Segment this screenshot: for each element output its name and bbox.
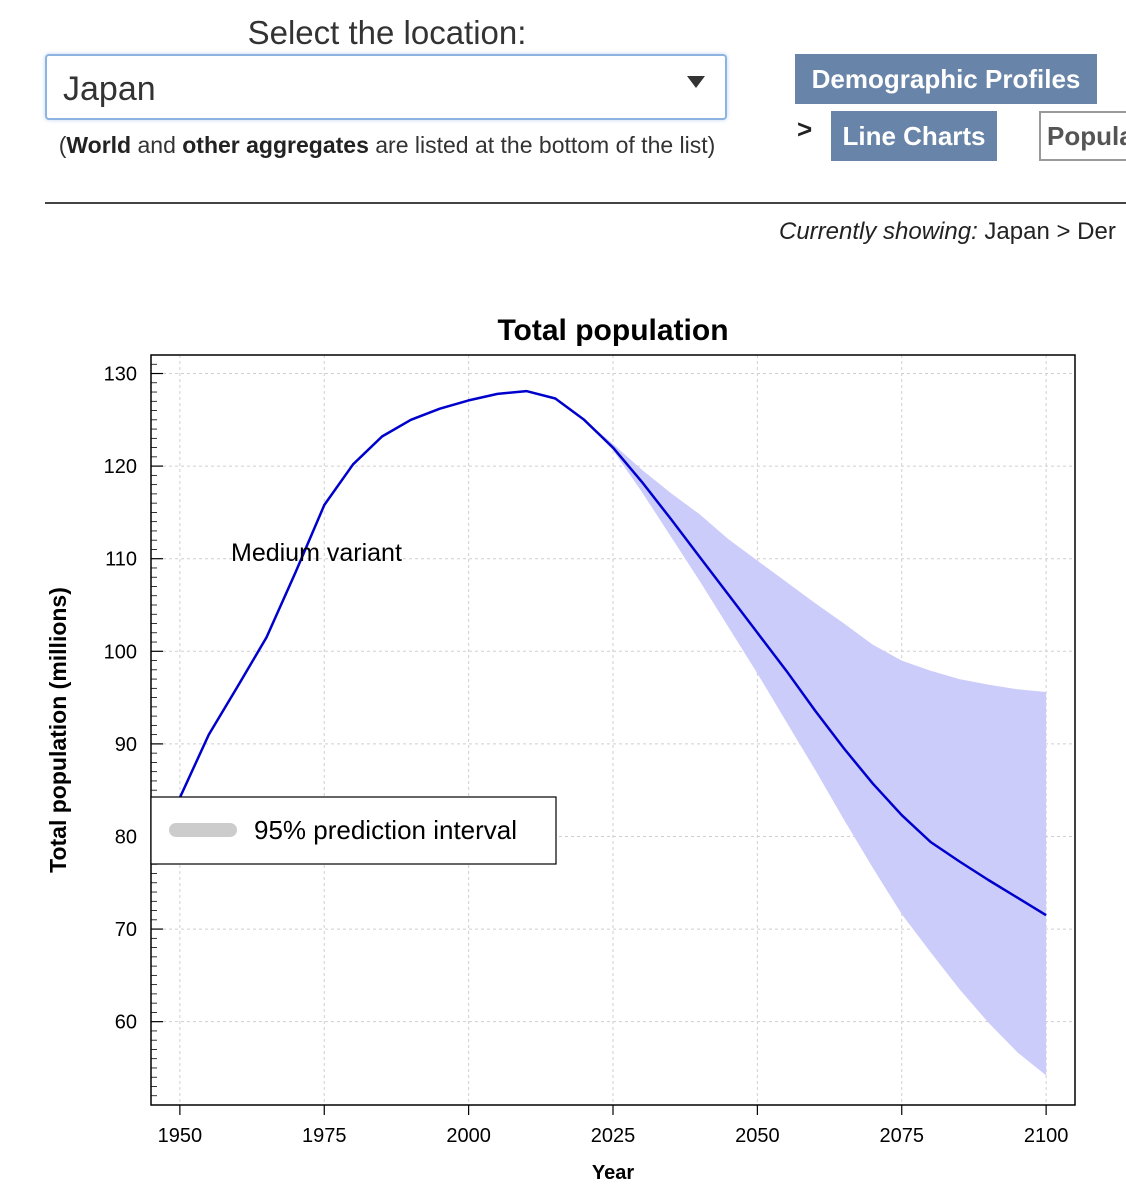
currently-showing: Currently showing: Japan > Der (779, 218, 1116, 246)
x-tick-label: 1950 (158, 1125, 203, 1147)
y-tick-label: 80 (115, 826, 137, 848)
x-tick-label: 1975 (302, 1125, 347, 1147)
nav-demographic-profiles[interactable]: Demographic Profiles (795, 54, 1097, 104)
currently-showing-label: Currently showing: (779, 218, 978, 245)
medium-variant-line (178, 389, 1047, 917)
population-chart: Total population 1950 1975 2000 2025 2050 207… (45, 314, 1076, 1184)
prediction-interval-area (584, 419, 1047, 1076)
y-tick-label: 130 (104, 364, 137, 386)
x-tick-label: 2000 (446, 1125, 491, 1147)
y-axis-label: Total population (millions) (45, 587, 71, 873)
header-divider (45, 202, 1126, 204)
currently-showing-value: Japan > Der (977, 218, 1116, 245)
legend-label: 95% prediction interval (254, 815, 517, 845)
x-ticks: 1950 1975 2000 2025 2050 2075 2100 (158, 1105, 1069, 1147)
breadcrumb-arrow: > (797, 114, 813, 144)
location-dropdown[interactable]: Japan (45, 54, 727, 120)
legend: 95% prediction interval (150, 796, 557, 865)
y-tick-label: 60 (115, 1012, 137, 1034)
x-axis-label: Year (592, 1162, 634, 1184)
chart-title: Total population (497, 314, 728, 347)
prediction-band (584, 419, 1047, 1076)
y-tick-label: 70 (115, 919, 137, 941)
y-tick-label: 100 (104, 641, 137, 663)
y-tick-label: 120 (104, 456, 137, 478)
series-lines (178, 389, 1047, 917)
x-tick-label: 2050 (735, 1125, 780, 1147)
y-tick-label: 90 (115, 734, 137, 756)
location-dropdown-value: Japan (63, 70, 156, 108)
location-select-label: Select the location: (247, 14, 527, 51)
nav-line-charts[interactable]: Line Charts (831, 111, 997, 161)
x-tick-label: 2075 (880, 1125, 925, 1147)
nav-population-tab[interactable]: Popula (1039, 111, 1126, 161)
x-tick-label: 2025 (591, 1125, 636, 1147)
x-tick-label: 2100 (1024, 1125, 1069, 1147)
location-note: (World and other aggregates are listed a… (58, 132, 716, 158)
y-tick-label: 110 (105, 549, 137, 571)
y-ticks: 60 70 80 90 100 110 120 130 (104, 354, 163, 1106)
chevron-down-icon (687, 76, 705, 88)
grid (151, 355, 1075, 1105)
medium-variant-annotation: Medium variant (231, 539, 402, 567)
